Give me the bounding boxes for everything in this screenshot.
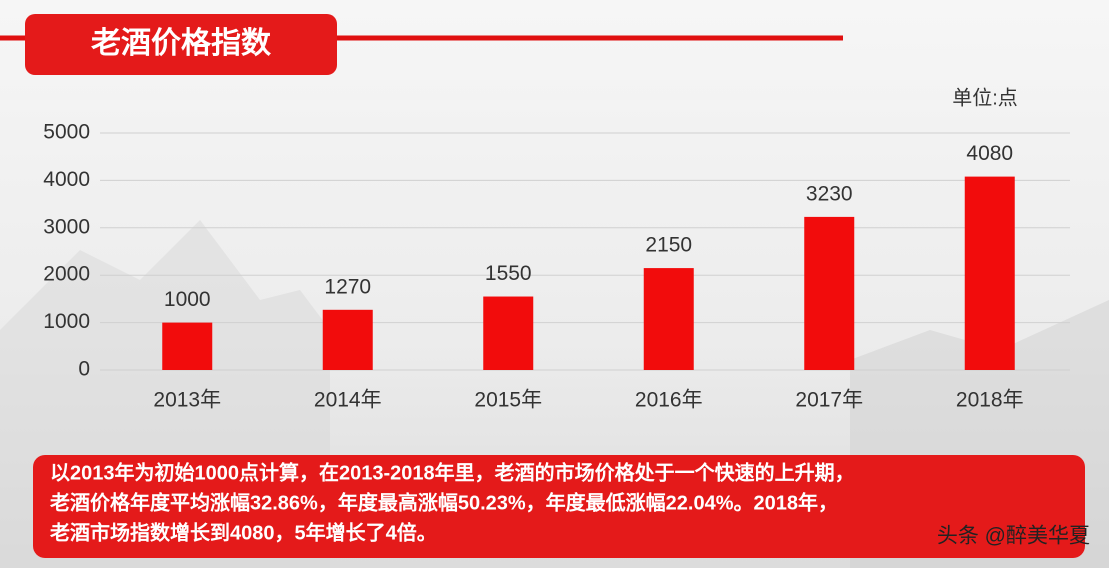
x-tick-label: 2015年 — [474, 389, 542, 412]
bar — [804, 216, 855, 370]
y-tick-label: 2000 — [43, 263, 90, 286]
value-label: 2150 — [645, 234, 692, 257]
value-label: 1550 — [485, 262, 532, 285]
value-label: 1270 — [324, 275, 371, 298]
note-line: 老酒价格年度平均涨幅32.86%，年度最高涨幅50.23%，年度最低涨幅22.0… — [50, 490, 838, 514]
bar — [162, 322, 213, 370]
value-label: 3230 — [806, 182, 853, 205]
x-tick-label: 2017年 — [795, 389, 863, 412]
x-tick-label: 2013年 — [153, 389, 221, 412]
y-tick-label: 4000 — [43, 168, 90, 191]
x-tick-label: 2016年 — [635, 389, 703, 412]
value-label: 4080 — [966, 142, 1013, 165]
y-tick-label: 0 — [78, 358, 90, 381]
value-label: 1000 — [164, 288, 211, 311]
chart-title: 老酒价格指数 — [91, 27, 272, 60]
x-tick-label: 2018年 — [956, 389, 1024, 412]
bar — [322, 309, 373, 370]
bar — [643, 268, 694, 370]
title-box — [25, 14, 337, 75]
x-tick-label: 2014年 — [314, 389, 382, 412]
note-line: 老酒市场指数增长到4080，5年增长了4倍。 — [50, 520, 437, 544]
y-tick-label: 3000 — [43, 215, 90, 238]
bar — [964, 176, 1015, 370]
y-tick-label: 5000 — [43, 121, 90, 144]
y-tick-label: 1000 — [43, 310, 90, 333]
unit-label: 单位:点 — [952, 86, 1018, 109]
watermark: 头条 @醉美华夏 — [937, 525, 1090, 548]
note-box — [33, 455, 1085, 558]
note-line: 以2013年为初始1000点计算，在2013-2018年里，老酒的市场价格处于一… — [50, 460, 855, 484]
bar — [483, 296, 534, 370]
